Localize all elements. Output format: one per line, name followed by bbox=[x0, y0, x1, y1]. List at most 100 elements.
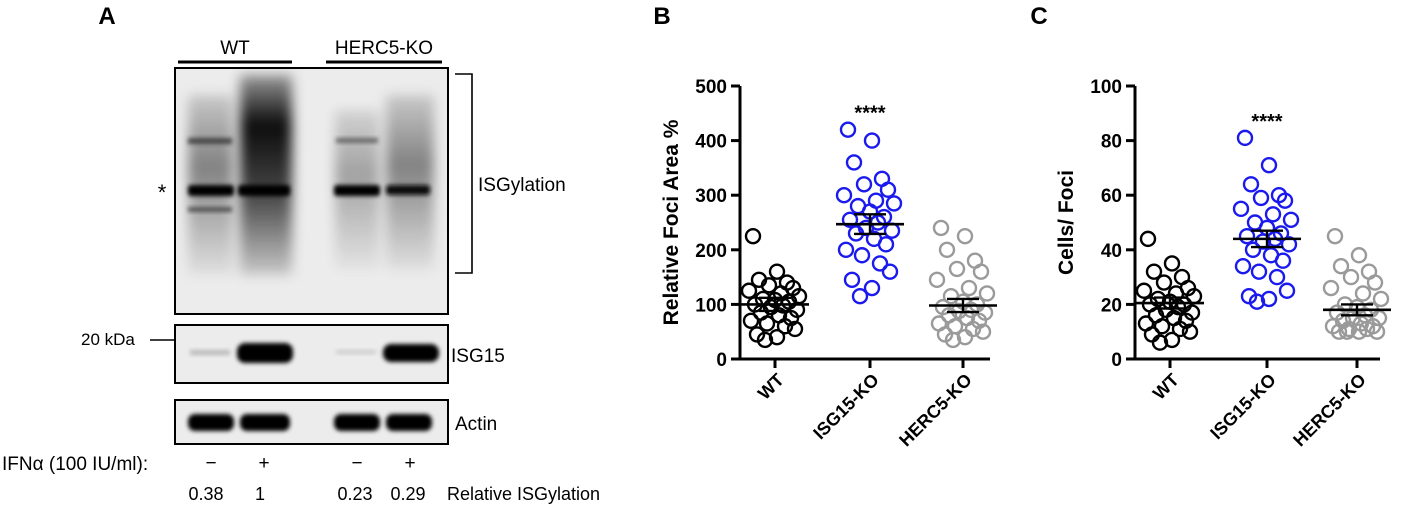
data-point bbox=[974, 323, 992, 340]
data-point bbox=[1153, 318, 1171, 335]
data-point bbox=[1143, 326, 1161, 343]
data-point bbox=[786, 320, 804, 338]
data-point bbox=[1234, 257, 1252, 275]
y-tick-label: 200 bbox=[695, 241, 727, 262]
x-tick-label: ISG15-KO bbox=[1206, 370, 1280, 444]
data-point bbox=[1330, 323, 1348, 340]
blot-isg15 bbox=[174, 324, 449, 384]
treatment-lane-4: + bbox=[404, 453, 415, 474]
y-tick-label: 40 bbox=[1101, 241, 1122, 262]
data-point bbox=[1368, 323, 1386, 340]
data-point bbox=[1372, 290, 1390, 308]
data-point bbox=[1322, 279, 1340, 297]
panel-label-a: A bbox=[98, 3, 115, 30]
data-point bbox=[1250, 263, 1268, 280]
data-point bbox=[835, 186, 853, 204]
data-point bbox=[928, 271, 946, 289]
data-point bbox=[881, 263, 899, 280]
isgylation-label: ISGylation bbox=[478, 175, 566, 196]
relative-value-lane-1: 0.38 bbox=[188, 484, 223, 504]
data-point bbox=[841, 211, 859, 228]
data-point bbox=[1366, 274, 1384, 291]
treatment-lane-1: − bbox=[205, 453, 216, 474]
data-point bbox=[776, 318, 794, 335]
data-point bbox=[740, 282, 758, 299]
y-tick-label: 0 bbox=[1111, 350, 1122, 371]
data-point bbox=[879, 181, 897, 198]
data-point bbox=[1282, 211, 1300, 228]
y-tick-label: 60 bbox=[1101, 186, 1122, 207]
data-point bbox=[837, 241, 855, 259]
data-point bbox=[1326, 227, 1344, 245]
data-point bbox=[1350, 323, 1368, 340]
data-point bbox=[851, 288, 869, 305]
panel-c: C 0 20 40 60 80 100 Cells/ Foci WT ISG15-KO **** H… bbox=[1030, 3, 1391, 450]
data-point bbox=[938, 241, 956, 259]
data-point bbox=[768, 328, 786, 346]
data-point bbox=[1350, 247, 1368, 264]
data-point bbox=[1171, 320, 1189, 338]
panel-label-c: C bbox=[1030, 3, 1047, 30]
data-point bbox=[883, 222, 901, 239]
data-point bbox=[742, 312, 760, 329]
relative-value-lane-4: 0.29 bbox=[390, 484, 425, 504]
y-tick-label: 100 bbox=[1090, 77, 1122, 98]
relative-value-lane-2: 1 bbox=[255, 484, 265, 504]
data-point bbox=[1145, 263, 1163, 280]
chart-cells-per-foci: 0 20 40 60 80 100 Cells/ Foci WT ISG15-KO **** HER… bbox=[1055, 77, 1391, 450]
data-point bbox=[744, 227, 762, 245]
data-point bbox=[871, 255, 889, 272]
data-point bbox=[1232, 200, 1250, 218]
treatment-lane-3: − bbox=[351, 453, 362, 474]
relative-isgylation-label: Relative ISGylation bbox=[447, 484, 600, 504]
data-point bbox=[1238, 227, 1256, 245]
data-point bbox=[1342, 268, 1360, 286]
x-tick-label: ISG15-KO bbox=[809, 370, 883, 444]
data-point bbox=[1163, 331, 1181, 349]
data-point bbox=[845, 154, 863, 171]
y-axis-label: Relative Foci Area % bbox=[660, 119, 683, 325]
y-tick-label: 300 bbox=[695, 186, 727, 207]
group-label-wt: WT bbox=[220, 38, 250, 59]
data-point bbox=[956, 328, 974, 346]
x-tick-label: WT bbox=[754, 370, 788, 404]
relative-value-lane-3: 0.23 bbox=[337, 484, 372, 504]
data-point bbox=[1155, 274, 1173, 291]
data-point bbox=[1278, 282, 1296, 299]
y-tick-label: 80 bbox=[1101, 132, 1122, 153]
actin-label: Actin bbox=[455, 414, 497, 435]
data-point bbox=[760, 277, 778, 294]
data-point bbox=[1236, 129, 1254, 147]
panel-b: B 0 100 200 300 400 500 Relative Foci Area % WT… bbox=[653, 3, 997, 450]
data-point bbox=[1358, 320, 1376, 338]
x-tick-label: HERC5-KO bbox=[895, 370, 976, 451]
significance-label: **** bbox=[854, 103, 885, 125]
y-axis-label: Cells/ Foci bbox=[1055, 170, 1078, 275]
data-point bbox=[863, 279, 881, 297]
data-point bbox=[1276, 192, 1294, 209]
data-point bbox=[1260, 290, 1278, 308]
data-point bbox=[1280, 236, 1298, 253]
data-point bbox=[1163, 255, 1181, 272]
group-label-herc5ko: HERC5-KO bbox=[335, 38, 433, 59]
data-point bbox=[758, 315, 776, 332]
data-point bbox=[978, 285, 996, 302]
data-point bbox=[853, 247, 871, 264]
data-point bbox=[1248, 293, 1266, 310]
data-point bbox=[768, 263, 786, 280]
data-point bbox=[1340, 320, 1358, 338]
isgylation-bracket bbox=[455, 73, 473, 274]
y-tick-label: 100 bbox=[695, 295, 727, 316]
blot-isgylation bbox=[174, 67, 449, 315]
data-point bbox=[1260, 156, 1278, 174]
data-point bbox=[1151, 334, 1169, 351]
x-tick-label: WT bbox=[1149, 370, 1183, 404]
y-tick-label: 0 bbox=[716, 350, 727, 371]
data-point bbox=[1135, 282, 1153, 299]
y-tick-label: 500 bbox=[695, 77, 727, 98]
data-point bbox=[1268, 268, 1286, 286]
marker-20kda-label: 20 kDa bbox=[81, 330, 135, 349]
data-point bbox=[1252, 189, 1270, 207]
data-point bbox=[948, 260, 966, 278]
data-point bbox=[1139, 230, 1157, 248]
